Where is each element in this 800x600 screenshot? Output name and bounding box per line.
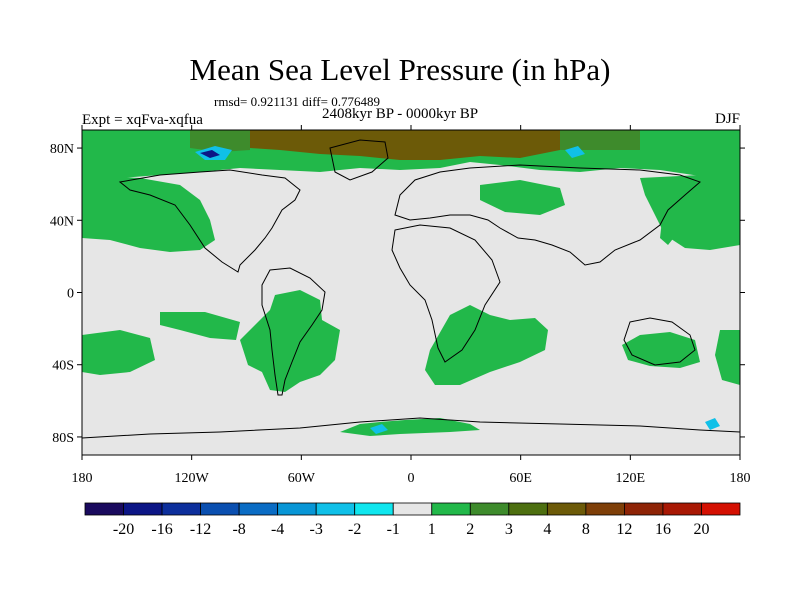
colorbar-label: 8 xyxy=(582,521,590,538)
colorbar-swatch xyxy=(315,502,356,516)
experiment-label: Expt = xqFva-xqfua xyxy=(82,112,203,128)
colorbar-label: 2 xyxy=(466,521,474,538)
lat-tick-label: 40N xyxy=(50,214,74,229)
south-pacific-east-anomaly xyxy=(160,312,240,340)
north-pacific-anomaly xyxy=(82,175,215,252)
coastline-outlines xyxy=(82,139,740,439)
lon-tick-label: 120W xyxy=(175,471,210,486)
australia-outline xyxy=(623,317,696,366)
season-label: DJF xyxy=(714,111,740,127)
colorbar: -20 -16 -12 -8 -4 -3 -2 -1 1 2 3 4 8 12 16 20 xyxy=(84,502,741,538)
colorbar-swatch xyxy=(624,502,664,516)
colorbar-swatch xyxy=(701,502,741,516)
south-pacific-anomaly xyxy=(82,330,155,375)
lon-tick-label: 60E xyxy=(509,471,532,486)
eurasia-outline xyxy=(394,164,701,266)
colorbar-swatch xyxy=(508,502,548,516)
map-title: Mean Sea Level Pressure (in hPa) xyxy=(189,52,611,87)
arctic-strong-anomaly xyxy=(250,130,560,160)
siberia-negative-anomaly xyxy=(565,146,585,158)
colorbar-swatch xyxy=(123,502,163,516)
lon-tick-label: 0 xyxy=(408,471,415,486)
statistics-line: rmsd= 0.921131 diff= 0.776489 xyxy=(214,94,380,109)
lat-tick-label: 40S xyxy=(52,359,74,374)
colorbar-swatch xyxy=(84,502,124,516)
period-label: 2408kyr BP - 0000kyr BP xyxy=(322,106,479,122)
asia-mid-anomaly xyxy=(480,180,565,215)
colorbar-swatch xyxy=(200,502,240,516)
colorbar-swatch xyxy=(238,502,279,516)
colorbar-label: 12 xyxy=(616,521,632,538)
lon-tick-label: 180 xyxy=(730,471,751,486)
colorbar-label: 1 xyxy=(428,521,436,538)
map-plot-area xyxy=(82,130,740,455)
colorbar-label: -1 xyxy=(387,521,400,538)
colorbar-label: -16 xyxy=(151,521,172,538)
colorbar-swatch xyxy=(161,502,201,516)
colorbar-label: -3 xyxy=(310,521,323,538)
colorbar-label: -4 xyxy=(271,521,284,538)
antarctica-outline xyxy=(82,417,740,439)
colorbar-label: 16 xyxy=(655,521,671,538)
colorbar-swatch xyxy=(546,502,587,516)
colorbar-swatch xyxy=(392,502,433,516)
colorbar-swatch xyxy=(662,502,702,516)
longitude-axis: 180 120W 60W 0 60E 120E 180 xyxy=(72,125,751,486)
north-america-outline xyxy=(118,169,301,273)
arctic-moderate-anomaly xyxy=(190,130,640,152)
colorbar-swatch xyxy=(469,502,510,516)
southern-africa-anomaly xyxy=(425,305,548,385)
lat-tick-label: 80S xyxy=(52,431,74,446)
colorbar-swatch xyxy=(585,502,625,516)
lon-tick-label: 60W xyxy=(288,471,316,486)
colorbar-label: -2 xyxy=(348,521,361,538)
lon-tick-label: 120E xyxy=(616,471,646,486)
west-pacific-anomaly xyxy=(660,215,676,245)
colorbar-swatch xyxy=(354,502,394,516)
southeast-pacific-anomaly xyxy=(715,330,740,385)
greenland-outline xyxy=(329,139,389,181)
lon-tick-label: 180 xyxy=(72,471,93,486)
colorbar-label: 3 xyxy=(505,521,513,538)
colorbar-label: 4 xyxy=(543,521,551,538)
lat-tick-label: 0 xyxy=(67,287,74,302)
colorbar-label: 20 xyxy=(693,521,709,538)
colorbar-label: -20 xyxy=(113,521,134,538)
colorbar-swatch xyxy=(431,502,471,516)
lat-tick-label: 80N xyxy=(50,142,74,157)
greenland-strong-negative xyxy=(200,150,220,158)
latitude-axis: 80N 40N 0 40S 80S xyxy=(50,142,745,446)
south-america-outline xyxy=(261,267,326,396)
colorbar-swatch xyxy=(277,502,317,516)
colorbar-label: -12 xyxy=(190,521,211,538)
colorbar-label: -8 xyxy=(232,521,245,538)
africa-outline xyxy=(391,224,501,363)
